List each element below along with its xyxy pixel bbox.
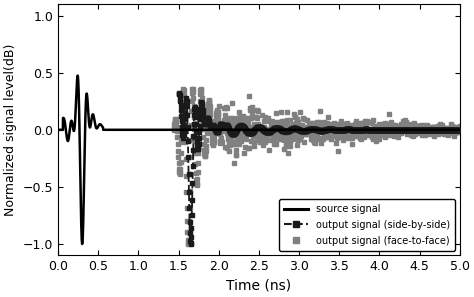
source signal [252,128,257,132]
source signal [79,242,85,246]
output signal (face-to-face) [190,87,196,90]
source signal [75,74,81,77]
output signal (face-to-face) [265,116,271,120]
source signal [134,128,140,132]
output signal (face-to-face) [457,124,463,128]
output signal (side-by-side) [442,128,447,132]
output signal (side-by-side) [176,91,182,95]
output signal (face-to-face) [171,128,177,132]
output signal (face-to-face) [259,129,265,133]
output signal (side-by-side) [176,92,182,95]
Y-axis label: Normalized signal level(dB): Normalized signal level(dB) [4,44,17,216]
output signal (face-to-face) [273,142,279,146]
source signal [55,128,61,132]
output signal (face-to-face) [187,173,193,176]
source signal [457,128,463,132]
Legend: source signal, output signal (side-by-side), output signal (face-to-face): source signal, output signal (side-by-si… [279,199,455,251]
output signal (side-by-side) [342,128,348,131]
source signal [436,128,441,132]
output signal (face-to-face) [444,130,449,134]
Line: output signal (face-to-face): output signal (face-to-face) [172,86,462,246]
output signal (side-by-side) [457,128,463,132]
Line: source signal: source signal [58,75,460,244]
output signal (side-by-side) [285,129,291,133]
X-axis label: Time (ns): Time (ns) [227,279,292,293]
output signal (side-by-side) [188,242,193,246]
output signal (side-by-side) [263,130,268,133]
source signal [72,124,78,128]
source signal [57,128,63,132]
output signal (face-to-face) [185,242,191,245]
output signal (side-by-side) [313,128,319,131]
output signal (face-to-face) [453,128,458,132]
Line: output signal (side-by-side): output signal (side-by-side) [177,91,461,246]
output signal (side-by-side) [423,128,428,132]
source signal [79,242,85,246]
